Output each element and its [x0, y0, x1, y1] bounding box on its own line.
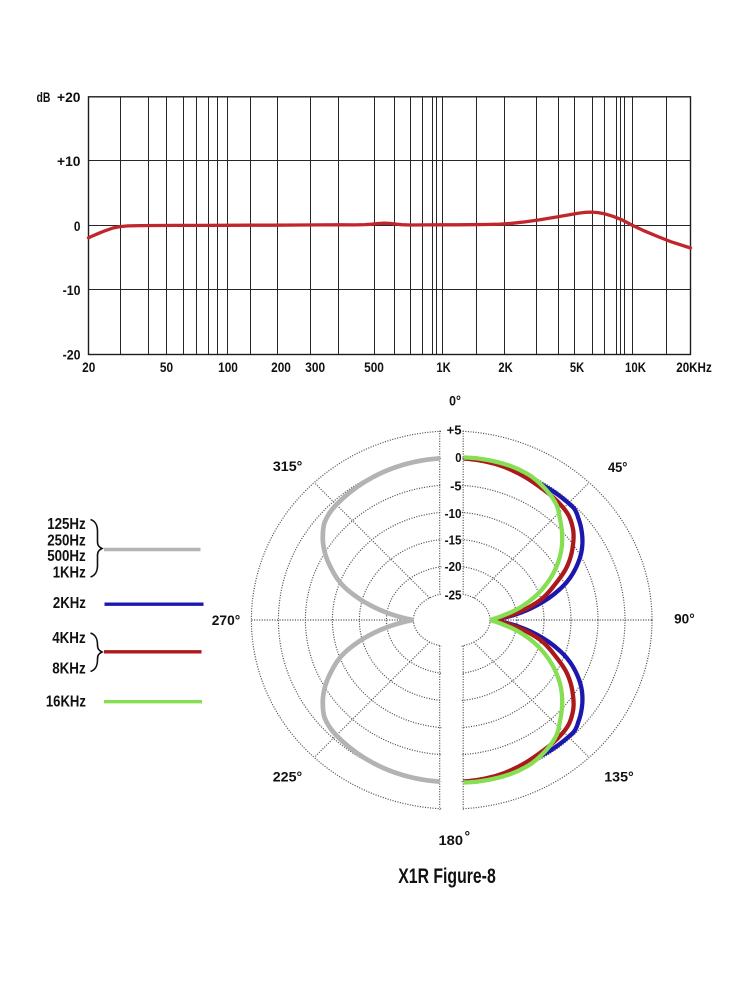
- svg-text:0°: 0°: [449, 392, 461, 408]
- svg-text:1K: 1K: [436, 359, 450, 375]
- svg-text:+5: +5: [447, 423, 462, 438]
- svg-text:500: 500: [364, 359, 384, 375]
- svg-text:2K: 2K: [498, 359, 512, 375]
- svg-text:2KHz: 2KHz: [53, 595, 86, 612]
- svg-text:+20: +20: [57, 89, 81, 105]
- svg-text:20KHz: 20KHz: [676, 359, 712, 375]
- svg-text:0: 0: [74, 218, 81, 234]
- svg-text:-20: -20: [63, 347, 81, 363]
- svg-text:-10: -10: [445, 506, 462, 521]
- svg-text:+10: +10: [57, 153, 81, 169]
- svg-text:270°: 270°: [212, 612, 241, 628]
- svg-text:-25: -25: [445, 588, 462, 603]
- svg-text:180: 180: [439, 832, 464, 848]
- svg-text:-10: -10: [63, 282, 81, 298]
- svg-text:°: °: [465, 828, 471, 844]
- svg-text:300: 300: [305, 359, 325, 375]
- svg-text:125Hz: 125Hz: [47, 516, 86, 533]
- svg-text:4KHz: 4KHz: [52, 630, 86, 647]
- svg-text:10K: 10K: [625, 359, 646, 375]
- svg-text:500Hz: 500Hz: [47, 548, 86, 565]
- svg-text:225°: 225°: [273, 768, 303, 784]
- svg-text:8KHz: 8KHz: [52, 660, 86, 677]
- svg-text:50: 50: [160, 359, 173, 375]
- svg-text:45°: 45°: [608, 459, 628, 475]
- svg-text:135°: 135°: [604, 768, 634, 784]
- svg-text:-15: -15: [445, 532, 462, 547]
- svg-text:16KHz: 16KHz: [46, 694, 86, 711]
- svg-text:X1R Figure-8: X1R Figure-8: [398, 864, 496, 888]
- svg-text:315°: 315°: [273, 458, 303, 474]
- svg-text:90°: 90°: [674, 611, 695, 627]
- svg-text:1KHz: 1KHz: [53, 564, 86, 581]
- svg-text:200: 200: [271, 359, 291, 375]
- svg-text:-5: -5: [450, 479, 462, 494]
- svg-text:5K: 5K: [570, 359, 584, 375]
- svg-text:dB: dB: [37, 89, 51, 105]
- svg-text:20: 20: [82, 359, 95, 375]
- svg-text:100: 100: [218, 359, 238, 375]
- svg-text:250Hz: 250Hz: [47, 532, 86, 549]
- svg-text:0: 0: [455, 450, 461, 465]
- svg-text:-20: -20: [445, 559, 462, 574]
